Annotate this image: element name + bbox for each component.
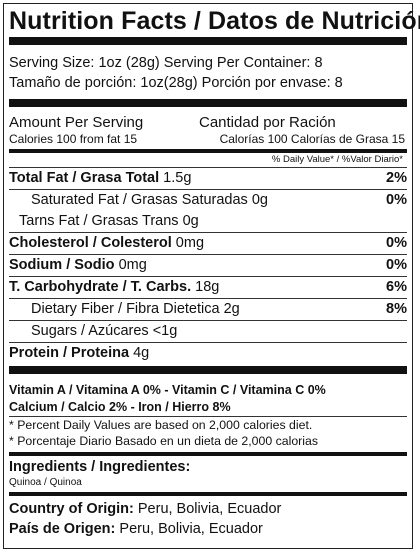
nutrient-label: Sodium / Sodio	[9, 257, 115, 273]
calories-en: Calories 100 from fat 15	[9, 132, 138, 146]
nutrient-amount: 18g	[195, 279, 220, 295]
nutrient-row: T. Carbohydrate / T. Carbs. 18g 6%	[9, 277, 407, 298]
nutrient-row: Saturated Fat / Grasas Saturadas 0g 0%	[9, 190, 407, 211]
nutrient-amount: 1.5g	[163, 170, 192, 186]
ingredients-value: Quinoa / Quinoa	[9, 477, 82, 488]
nutrition-label: Nutrition Facts / Datos de Nutrición Ser…	[3, 3, 420, 549]
label-title: Nutrition Facts / Datos de Nutrición	[9, 7, 420, 35]
nutrient-percent: 0%	[386, 192, 407, 208]
nutrient-label: Protein / Proteina	[9, 345, 130, 361]
amount-per-serving: Amount Per Serving Cantidad por Ración C…	[9, 107, 407, 146]
amount-heading-es: Cantidad por Ración	[199, 114, 336, 131]
nutrient-label: Tarns Fat / Grasas Trans	[19, 213, 179, 229]
origin-es: País de Origen: Peru, Bolivia, Ecuador	[9, 519, 407, 539]
origin-value-es: Peru, Bolivia, Ecuador	[119, 521, 263, 537]
divider-thick	[9, 99, 407, 107]
vitamins-line-2: Calcium / Calcio 2% - Iron / Hierro 8%	[9, 400, 231, 414]
daily-value-header: % Daily Value* / %Valor Diario*	[271, 154, 403, 165]
nutrient-amount: 0g	[182, 213, 199, 229]
nutrient-row: Protein / Proteina 4g	[9, 343, 407, 364]
nutrient-label: Saturated Fat / Grasas Saturadas	[31, 192, 248, 208]
origin-value-en: Peru, Bolivia, Ecuador	[137, 501, 282, 517]
nutrient-percent: 8%	[386, 301, 407, 317]
nutrient-percent: 0%	[386, 235, 407, 251]
nutrient-row: Tarns Fat / Grasas Trans 0g	[9, 211, 407, 232]
divider-medium	[9, 452, 407, 456]
calories-es: Calorías 100 Calorías de Grasa 15	[219, 132, 405, 146]
origin-section: Country of Origin: Peru, Bolivia, Ecuado…	[9, 496, 407, 539]
footnote-es: * Porcentaje Diario Basado en un dieta d…	[9, 434, 318, 448]
nutrient-amount: 0mg	[175, 235, 205, 251]
origin-label-en: Country of Origin:	[9, 501, 134, 517]
nutrient-label: Cholesterol / Colesterol	[9, 235, 172, 251]
divider	[9, 167, 407, 168]
nutrient-amount: 0g	[251, 192, 268, 208]
vitamins-line-1: Vitamin A / Vitamina A 0% - Vitamin C / …	[9, 383, 326, 397]
serving-info: Serving Size: 1oz (28g) Serving Per Cont…	[9, 45, 407, 93]
serving-size-es: Tamaño de porción: 1oz(28g) Porción por …	[9, 75, 343, 91]
nutrient-label: Total Fat / Grasa Total	[9, 170, 160, 186]
nutrient-row: Sodium / Sodio 0mg 0%	[9, 255, 407, 276]
ingredients-section: Ingredients / Ingredientes: Quinoa / Qui…	[9, 456, 407, 489]
nutrient-row: Total Fat / Grasa Total 1.5g 2%	[9, 168, 407, 189]
divider-thick	[9, 37, 407, 45]
nutrient-amount: 2g	[223, 301, 240, 317]
nutrient-amount: 4g	[133, 345, 150, 361]
nutrient-amount: 0mg	[118, 257, 147, 273]
nutrient-row: Sugars / Azúcares <1g	[9, 321, 407, 342]
nutrient-label: T. Carbohydrate / T. Carbs.	[9, 279, 192, 295]
footnote-en: * Percent Daily Values are based on 2,00…	[9, 418, 313, 432]
footnotes: * Percent Daily Values are based on 2,00…	[9, 417, 407, 449]
serving-size-en: Serving Size: 1oz (28g) Serving Per Cont…	[9, 55, 323, 71]
amount-heading-en: Amount Per Serving	[9, 114, 144, 131]
origin-label-es: País de Origen:	[9, 521, 116, 537]
origin-en: Country of Origin: Peru, Bolivia, Ecuado…	[9, 499, 407, 519]
nutrient-label: Dietary Fiber / Fibra Dietetica	[31, 301, 220, 317]
nutrient-percent: 0%	[386, 257, 407, 273]
nutrient-row: Dietary Fiber / Fibra Dietetica 2g 8%	[9, 299, 407, 320]
ingredients-heading: Ingredients / Ingredientes:	[9, 459, 191, 475]
nutrient-row: Cholesterol / Colesterol 0mg 0%	[9, 233, 407, 254]
nutrient-amount: <1g	[152, 323, 178, 339]
nutrient-percent: 2%	[386, 170, 407, 186]
divider-medium	[9, 492, 407, 496]
nutrient-percent: 6%	[386, 279, 407, 295]
vitamins-section: Vitamin A / Vitamina A 0% - Vitamin C / …	[9, 374, 407, 416]
divider-thick	[9, 366, 407, 374]
nutrient-label: Sugars / Azúcares	[31, 323, 149, 339]
divider-medium	[9, 149, 407, 153]
